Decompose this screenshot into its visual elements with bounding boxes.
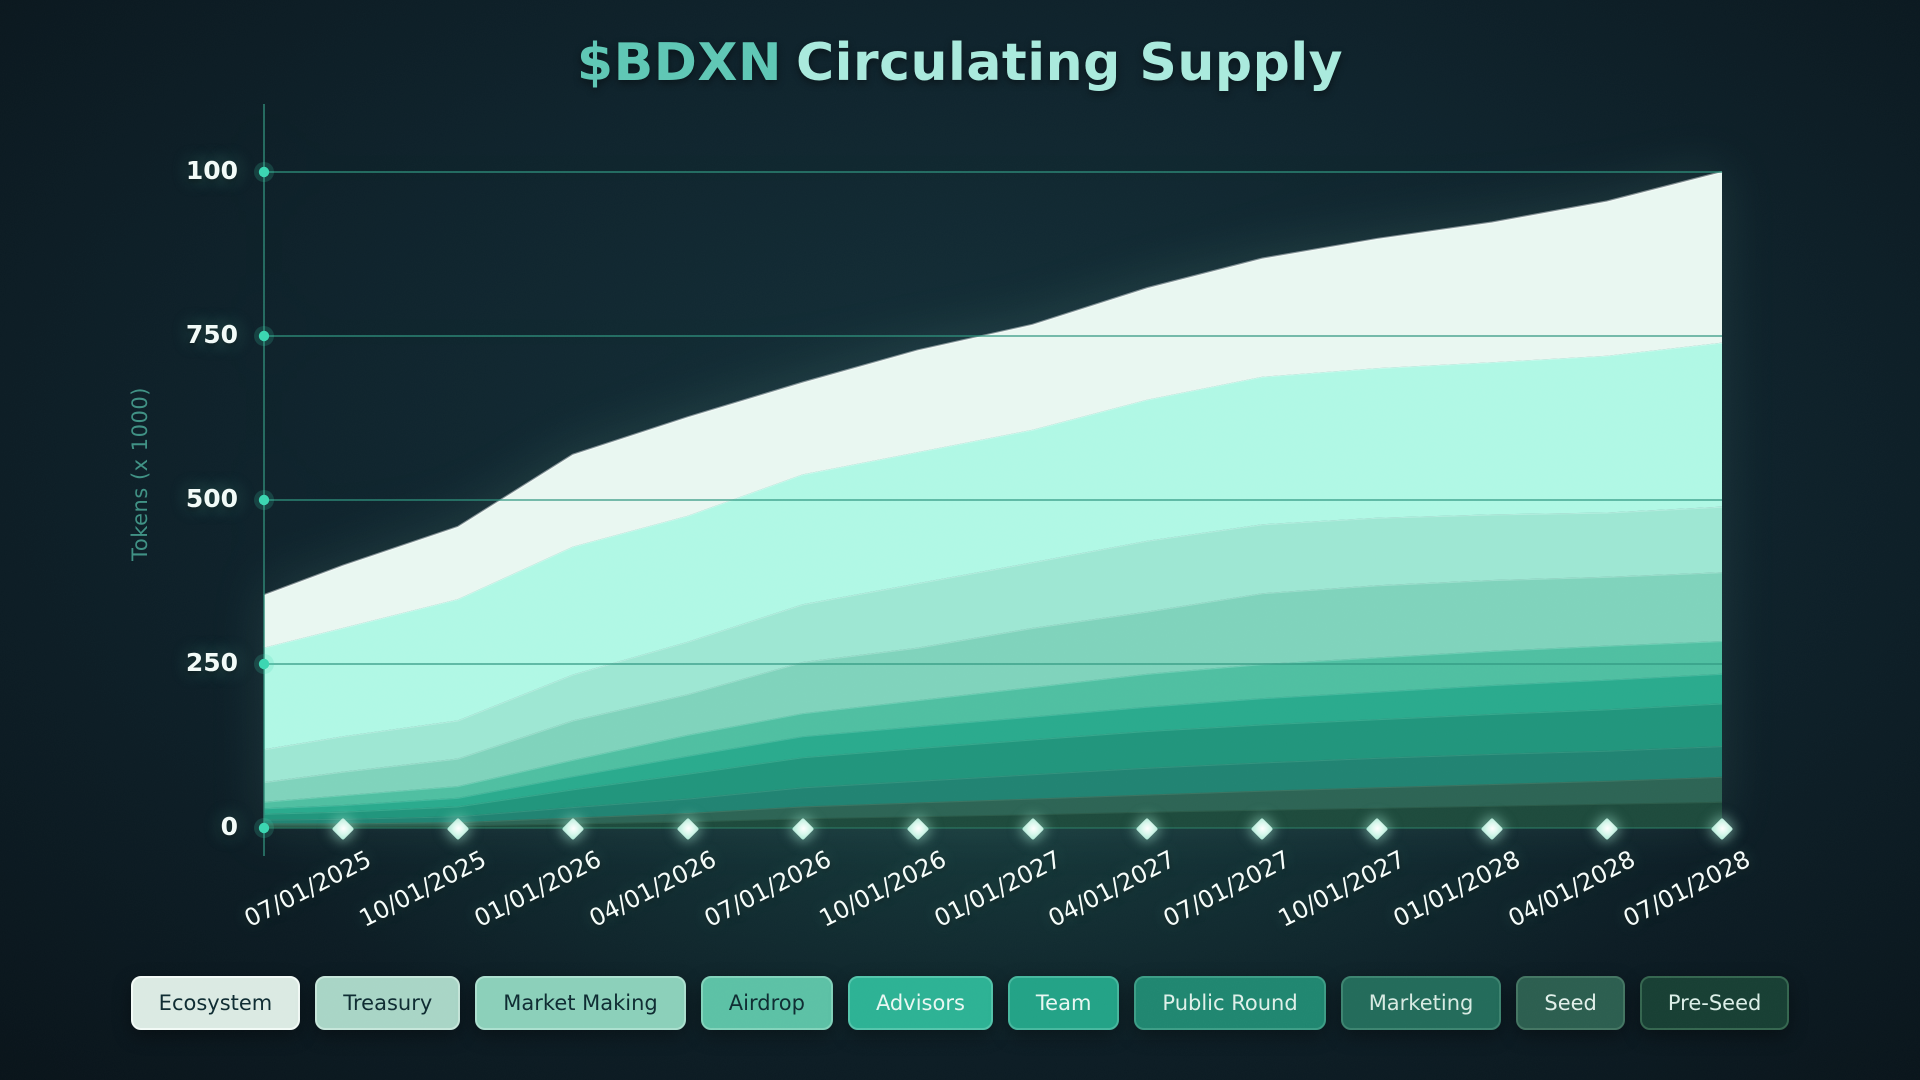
legend-chip-advisors[interactable]: Advisors — [847, 976, 993, 1030]
legend: Ecosystem Treasury Market Making Airdrop Adv… — [0, 976, 1920, 1030]
axis-tick-dot — [258, 330, 270, 342]
axis-tick-dot — [258, 822, 270, 834]
y-tick-label-500: 500 — [185, 484, 238, 513]
page-title: $BDXN Circulating Supply — [0, 33, 1920, 93]
axis-tick-dot — [258, 658, 270, 670]
legend-chip-airdrop[interactable]: Airdrop — [700, 976, 833, 1030]
legend-chip-ecosystem[interactable]: Ecosystem — [130, 976, 301, 1030]
legend-chip-marketing[interactable]: Marketing — [1340, 976, 1502, 1030]
y-axis-title: Tokens (x 1000) — [128, 387, 152, 561]
legend-chip-public-round[interactable]: Public Round — [1134, 976, 1326, 1030]
y-tick-label-250: 250 — [185, 648, 238, 677]
axis-tick-dot — [258, 494, 270, 506]
axis-tick-dot — [258, 166, 270, 178]
legend-chip-team[interactable]: Team — [1007, 976, 1120, 1030]
legend-chip-treasury[interactable]: Treasury — [315, 976, 461, 1030]
y-tick-label-750: 750 — [185, 320, 238, 349]
y-tick-label-0: 0 — [220, 812, 238, 841]
legend-chip-seed[interactable]: Seed — [1516, 976, 1625, 1030]
y-tick-label-100: 100 — [185, 156, 238, 185]
page-title-symbol: $BDXN — [576, 33, 783, 93]
legend-chip-pre-seed[interactable]: Pre-Seed — [1639, 976, 1790, 1030]
page-title-text: Circulating Supply — [796, 33, 1344, 93]
legend-chip-market-making[interactable]: Market Making — [475, 976, 686, 1030]
